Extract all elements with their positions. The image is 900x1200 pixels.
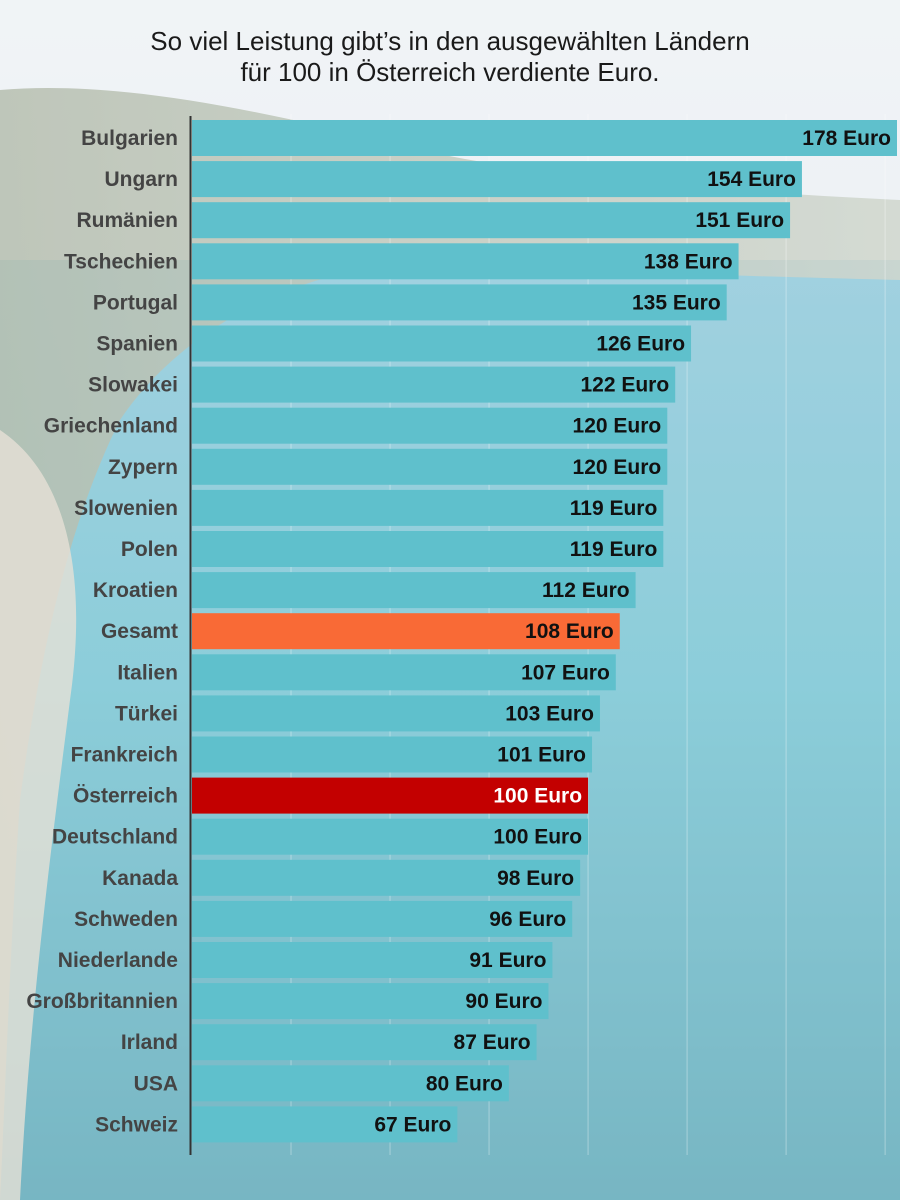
value-label: 154 Euro [707,168,796,191]
value-label: 108 Euro [525,620,614,643]
bar-17 [192,818,589,855]
bar-19 [192,900,573,937]
category-label: Italien [117,661,178,684]
bar-7 [192,407,668,444]
bar-13 [192,654,616,691]
bar-24 [192,1106,458,1143]
category-label: Irland [121,1031,178,1054]
bar-1 [192,161,802,198]
value-label: 90 Euro [465,990,542,1013]
value-label: 135 Euro [632,291,721,314]
bar-18 [192,859,581,896]
category-label: Schweiz [95,1113,178,1136]
category-label: Frankreich [71,744,178,767]
value-label: 101 Euro [497,744,586,767]
bar-20 [192,942,553,978]
bar-6 [192,366,676,403]
value-label: 100 Euro [493,785,582,808]
value-label: 100 Euro [493,826,582,849]
bar-5 [192,325,692,362]
value-label: 98 Euro [497,867,574,890]
category-label: Portugal [93,291,178,314]
value-label: 126 Euro [596,333,685,356]
category-label: Rumänien [76,209,178,232]
chart-title-line-2: für 100 in Österreich verdiente Euro. [240,57,660,87]
bar-0 [192,120,897,156]
bar-22 [192,1024,537,1061]
category-label: Slowakei [88,374,178,397]
bar-15 [192,736,593,773]
bar-9 [192,489,664,526]
value-label: 80 Euro [426,1072,503,1095]
category-label: Schweden [74,908,178,931]
category-label: Zypern [108,456,178,479]
value-label: 119 Euro [570,497,658,520]
category-label: Spanien [96,333,178,356]
value-label: 120 Euro [573,415,662,438]
category-label: Österreich [73,785,178,808]
value-label: 87 Euro [454,1031,531,1054]
bar-21 [192,983,549,1020]
bar-2 [192,202,791,239]
bar-23 [192,1065,509,1102]
bar-12 [192,613,620,650]
category-label: USA [134,1072,178,1095]
category-label: Bulgarien [81,127,178,150]
chart-title-line-1: So viel Leistung gibt’s in den ausgewähl… [150,26,750,56]
category-label: Kroatien [93,579,178,602]
category-label: Türkei [115,702,178,725]
category-label: Großbritannien [26,990,178,1013]
value-label: 122 Euro [580,374,669,397]
bar-16 [192,777,589,814]
category-label: Deutschland [52,826,178,849]
value-label: 151 Euro [695,209,784,232]
category-label: Slowenien [74,497,178,520]
value-label: 112 Euro [542,579,630,602]
bar-14 [192,695,600,732]
category-label: Polen [121,538,178,561]
category-label: Tschechien [64,250,178,273]
value-label: 119 Euro [570,538,658,561]
value-label: 67 Euro [374,1113,451,1136]
value-label: 178 Euro [802,127,891,150]
category-label: Gesamt [101,620,178,643]
category-label: Griechenland [44,415,178,438]
category-label: Niederlande [58,949,178,972]
category-label: Kanada [102,867,178,890]
value-label: 120 Euro [573,456,662,479]
category-label: Ungarn [105,168,179,191]
value-label: 138 Euro [644,250,733,273]
value-label: 91 Euro [469,949,546,972]
bar-4 [192,284,727,321]
value-label: 107 Euro [521,661,610,684]
bar-3 [192,243,739,280]
value-label: 96 Euro [489,908,566,931]
bar-11 [192,572,636,609]
value-label: 103 Euro [505,702,594,725]
bar-8 [192,448,668,485]
bar-10 [192,531,664,567]
chart-title: So viel Leistung gibt’s in den ausgewähl… [0,26,900,88]
